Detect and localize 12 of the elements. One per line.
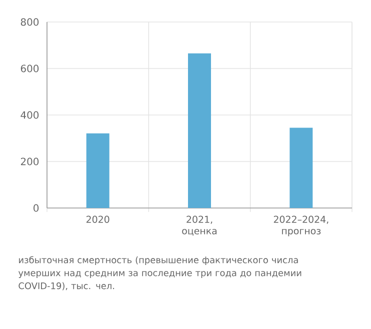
x-tick-label: 2021, оценка	[182, 216, 217, 236]
y-tick-label: 800	[20, 18, 39, 26]
bar	[188, 53, 212, 208]
bar	[290, 128, 313, 208]
x-tick-label: 2020	[86, 216, 110, 223]
bar	[86, 133, 110, 208]
y-tick-label: 600	[20, 64, 39, 72]
x-tick-label: 2022–2024, прогноз	[274, 216, 328, 236]
y-tick-label: 400	[20, 111, 39, 119]
y-tick-label: 0	[34, 204, 39, 212]
y-tick-label: 200	[20, 158, 39, 166]
text: избыточная смертность (превышение фактического числа умерших над средним за последние три года до пандемии COVID-19), тыс. чел.	[18, 256, 302, 290]
